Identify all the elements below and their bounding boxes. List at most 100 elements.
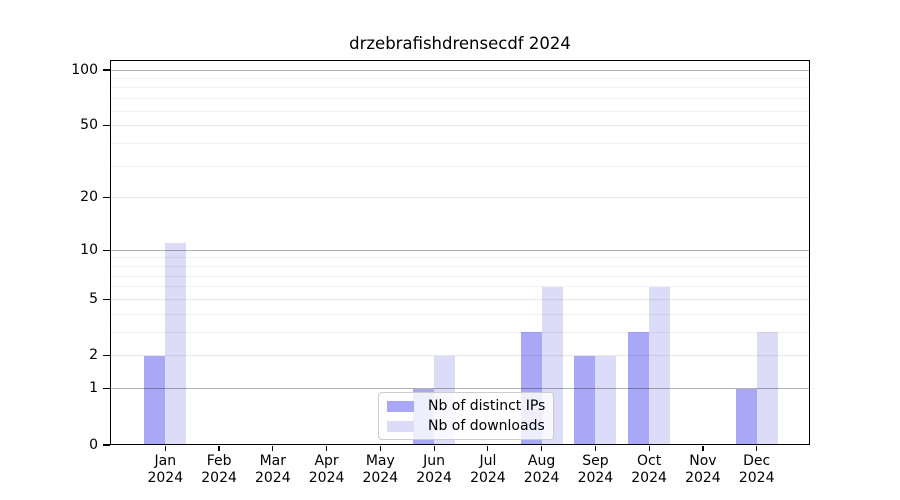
x-tick-label-may-2024: May 2024 [348,453,412,486]
x-tick-mar-2024 [272,445,274,451]
x-tick-label-aug-2024: Aug 2024 [510,453,574,486]
gridline-y-90 [110,78,810,79]
y-tick-2 [103,355,110,357]
y-tick-label-0: 0 [89,436,98,453]
bar-distinct-ips-oct-2024 [628,332,650,445]
x-tick-year: 2024 [416,469,452,486]
x-tick-month: Nov [689,453,717,469]
plot-area [110,60,810,445]
legend-swatch-distinct-ips-icon [387,400,414,412]
y-tick-1 [103,388,110,390]
gridline-y-6 [110,286,810,288]
x-tick-month: May [365,453,395,469]
y-tick-label-5: 5 [89,290,98,307]
y-tick-10 [103,249,110,251]
x-tick-nov-2024 [702,445,704,451]
x-tick-apr-2024 [325,445,328,451]
gridline-y-1 [110,388,810,390]
x-tick-label-apr-2024: Apr 2024 [295,453,359,486]
x-tick-year: 2024 [308,469,345,486]
y-tick-50 [103,124,110,127]
gridline-y-9 [110,257,810,259]
x-tick-oct-2024 [648,445,650,451]
x-tick-jun-2024 [433,445,435,451]
x-tick-label-nov-2024: Nov 2024 [671,453,735,486]
x-tick-year: 2024 [201,469,237,486]
y-tick-5 [103,298,110,301]
x-tick-label-jun-2024: Jun 2024 [402,453,466,486]
y-tick-label-20: 20 [80,189,98,206]
gridline-y-40 [110,142,810,144]
gridline-y-10 [110,249,810,251]
bar-downloads-jan-2024 [165,243,187,445]
x-tick-month: Sep [582,453,609,469]
x-tick-year: 2024 [685,469,721,486]
gridline-y-50 [110,125,810,126]
x-tick-month: Oct [636,453,662,469]
x-tick-year: 2024 [523,469,560,486]
y-tick-100 [103,69,110,71]
x-tick-year: 2024 [147,469,184,486]
gridline-y-7 [110,275,810,277]
x-tick-year: 2024 [362,469,399,486]
x-tick-jan-2024 [164,445,166,451]
y-tick-label-1: 1 [89,380,98,397]
x-tick-month: Jan [154,453,177,469]
gridline-y-70 [110,98,810,100]
bar-distinct-ips-dec-2024 [735,388,757,445]
gridline-y-4 [110,313,810,315]
gridline-y-60 [110,110,810,112]
bar-downloads-dec-2024 [756,332,778,445]
x-tick-label-jan-2024: Jan 2024 [133,453,197,486]
x-tick-label-feb-2024: Feb 2024 [187,453,251,486]
bar-distinct-ips-sep-2024 [574,355,596,445]
x-tick-month: Aug [527,453,556,469]
x-tick-year: 2024 [254,469,291,486]
y-tick-label-2: 2 [89,347,98,364]
x-tick-feb-2024 [218,445,220,451]
x-tick-label-dec-2024: Dec 2024 [725,453,789,486]
legend: Nb of distinct IPs Nb of downloads [378,392,555,440]
gridline-y-8 [110,266,810,267]
x-tick-label-jul-2024: Jul 2024 [456,453,520,486]
x-tick-month: Dec [743,453,771,469]
legend-label-downloads: Nb of downloads [428,418,545,434]
y-tick-label-100: 100 [71,61,98,78]
x-tick-year: 2024 [738,469,775,486]
x-tick-dec-2024 [756,445,758,451]
x-tick-aug-2024 [541,445,543,451]
y-tick-20 [103,197,110,199]
x-tick-year: 2024 [577,469,614,486]
x-tick-may-2024 [379,445,381,451]
x-tick-label-sep-2024: Sep 2024 [563,453,627,486]
bar-downloads-oct-2024 [649,286,671,445]
x-tick-label-oct-2024: Oct 2024 [617,453,681,486]
legend-swatch-downloads-icon [387,420,414,432]
y-tick-label-10: 10 [80,241,98,258]
legend-label-distinct-ips: Nb of distinct IPs [428,398,546,414]
x-tick-month: Mar [259,453,286,469]
chart-title: drzebrafishdrensecdf 2024 [349,34,571,53]
y-tick-label-50: 50 [80,117,98,133]
x-tick-year: 2024 [470,469,506,486]
legend-entry-downloads: Nb of downloads [387,418,545,434]
gridline-y-2 [110,355,810,357]
gridline-y-5 [110,298,810,300]
y-tick-0 [103,444,110,446]
x-tick-year: 2024 [631,469,667,486]
x-tick-label-mar-2024: Mar 2024 [241,453,305,486]
x-tick-jul-2024 [487,445,489,451]
legend-entry-distinct-ips: Nb of distinct IPs [387,398,545,414]
bar-downloads-sep-2024 [595,355,617,445]
x-tick-month: Jul [479,453,497,469]
x-tick-month: Jun [423,453,446,469]
gridline-y-30 [110,165,810,167]
gridline-y-100 [110,69,810,71]
x-tick-month: Apr [314,453,339,469]
x-tick-month: Feb [206,453,232,469]
gridline-y-80 [110,87,810,89]
gridline-y-20 [110,197,810,199]
x-tick-sep-2024 [594,445,596,451]
bar-distinct-ips-jan-2024 [144,355,166,445]
